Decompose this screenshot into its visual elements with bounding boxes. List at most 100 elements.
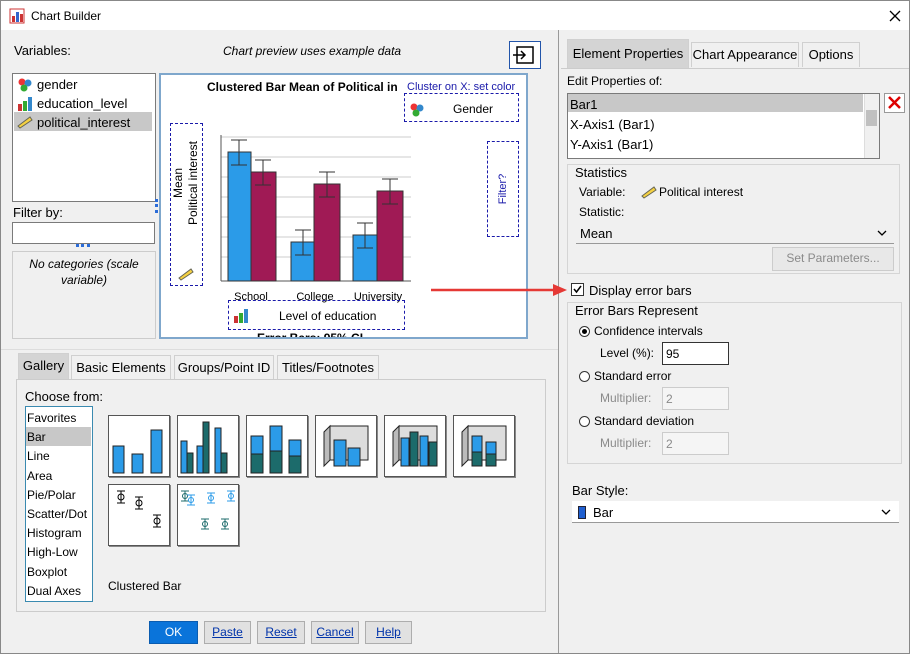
checkbox-label: Display error bars — [589, 283, 692, 298]
chart-type-item[interactable]: Bar — [27, 430, 46, 445]
preview-title: Clustered Bar Mean of Political in — [207, 80, 398, 94]
element-list: Bar1 X-Axis1 (Bar1) Y-Axis1 (Bar1) — [567, 93, 880, 159]
tab[interactable]: Options — [802, 42, 860, 67]
thumbnail-icon — [112, 429, 163, 474]
multiplier-input[interactable]: 2 — [662, 387, 729, 410]
tab[interactable]: Gallery — [18, 353, 69, 380]
ordinal-icon — [18, 97, 32, 111]
chart-thumbnail[interactable] — [315, 415, 377, 477]
multiplier-value: 2 — [666, 437, 673, 451]
variables-label: Variables: — [14, 43, 71, 58]
y-axis-label: Political interest — [186, 140, 200, 226]
tab[interactable]: Titles/Footnotes — [277, 355, 379, 380]
preview-plot — [220, 135, 411, 282]
tab[interactable]: Basic Elements — [71, 355, 171, 380]
ordinal-icon — [234, 309, 248, 323]
splitter-grip — [76, 244, 90, 250]
chart-type-item[interactable]: Boxplot — [27, 564, 68, 579]
chart-type-item[interactable]: Scatter/Dot — [27, 507, 88, 521]
chart-thumbnail[interactable] — [108, 484, 170, 546]
delete-button[interactable] — [884, 93, 905, 113]
radio[interactable] — [579, 371, 590, 382]
help-button[interactable]: Help — [365, 621, 412, 644]
error-bars-group — [567, 302, 902, 464]
chart-type-item[interactable]: Area — [27, 468, 53, 483]
nominal-icon — [410, 103, 424, 117]
preview-footer: Error Bars: 95% CI — [257, 331, 364, 339]
categories-note: No categories (scale variable) — [29, 257, 139, 287]
radio[interactable] — [579, 416, 590, 427]
cancel-button[interactable]: Cancel — [311, 621, 359, 644]
reset-button[interactable]: Reset — [257, 621, 305, 644]
y-axis-label: Mean — [171, 167, 185, 199]
statistic-dropdown[interactable] — [576, 222, 894, 244]
scrollbar[interactable] — [864, 94, 879, 158]
ok-button[interactable]: OK — [149, 621, 198, 644]
x-axis-label: Level of education — [279, 309, 377, 323]
chart-type-item[interactable]: Favorites — [27, 411, 77, 425]
radio-label: Confidence intervals — [594, 324, 703, 338]
variable-label: Variable: — [579, 185, 626, 199]
thumbnail-icon — [117, 490, 161, 528]
chart-thumbnail[interactable] — [108, 415, 170, 477]
chart-thumbnail[interactable] — [453, 415, 515, 477]
splitter-grip — [155, 199, 161, 213]
variable-item[interactable]: political_interest — [37, 115, 131, 130]
bar-style-dropdown[interactable] — [572, 501, 899, 523]
paste-button[interactable]: Paste — [204, 621, 251, 644]
radio-label: Standard deviation — [594, 414, 695, 428]
element-item[interactable]: Y-Axis1 (Bar1) — [570, 137, 654, 152]
multiplier-input[interactable]: 2 — [662, 432, 729, 455]
cluster-variable: Gender — [453, 102, 494, 116]
variable-item[interactable]: gender — [37, 77, 78, 92]
thumbnail-icon — [323, 424, 369, 468]
element-item[interactable]: X-Axis1 (Bar1) — [570, 117, 655, 132]
radio-selected[interactable] — [579, 326, 590, 337]
variable-value: Political interest — [659, 185, 744, 199]
preview-options-button[interactable] — [509, 41, 541, 69]
tab[interactable]: Groups/Point ID — [174, 355, 274, 380]
level-value: 95 — [666, 347, 680, 361]
multiplier-label: Multiplier: — [600, 436, 652, 450]
set-parameters-button[interactable]: Set Parameters... — [772, 247, 894, 271]
cluster-drop-zone[interactable] — [404, 93, 519, 122]
chart-type-item[interactable]: Pie/Polar — [27, 487, 76, 502]
close-button[interactable] — [888, 9, 902, 23]
level-label: Level (%): — [600, 346, 655, 360]
chart-thumbnail[interactable] — [177, 415, 239, 477]
error-bars-checkbox[interactable] — [571, 283, 584, 296]
filter-zone-label: Filter? — [497, 173, 509, 205]
selected-row — [26, 427, 91, 446]
scale-icon — [178, 268, 194, 281]
bar-style-label: Bar Style: — [572, 483, 629, 498]
selected-row — [14, 112, 152, 131]
chart-type-item[interactable]: Line — [27, 449, 50, 464]
tab[interactable]: Element Properties — [567, 39, 689, 69]
chart-thumbnail[interactable] — [246, 415, 308, 477]
variable-item[interactable]: education_level — [37, 96, 128, 111]
selected-chart-name: Clustered Bar — [108, 579, 182, 593]
chart-type-item[interactable]: Histogram — [27, 526, 82, 541]
thumbnail-icon — [181, 490, 235, 530]
thumbnail-icon — [392, 424, 438, 468]
y-drop-zone[interactable] — [170, 123, 203, 286]
delete-icon — [888, 96, 901, 109]
statistics-group — [567, 164, 900, 274]
tab[interactable]: Chart Appearance — [691, 42, 799, 67]
filter-input[interactable] — [12, 222, 155, 244]
level-input[interactable]: 95 — [662, 342, 729, 365]
statistic-label: Statistic: — [579, 205, 625, 219]
x-drop-zone[interactable] — [228, 300, 405, 330]
chart-thumbnail[interactable] — [177, 484, 239, 546]
variable-list — [12, 73, 156, 202]
element-item[interactable]: Bar1 — [570, 97, 598, 112]
chart-thumbnail[interactable] — [384, 415, 446, 477]
thumbnail-icon — [180, 421, 228, 474]
dropdown-arrow — [881, 509, 891, 515]
scroll-thumb[interactable] — [866, 110, 877, 126]
chart-type-item[interactable]: High-Low — [27, 545, 78, 560]
chart-type-item[interactable]: Dual Axes — [27, 583, 82, 598]
annotation-arrow — [431, 284, 567, 296]
filter-drop-zone[interactable] — [487, 141, 519, 237]
